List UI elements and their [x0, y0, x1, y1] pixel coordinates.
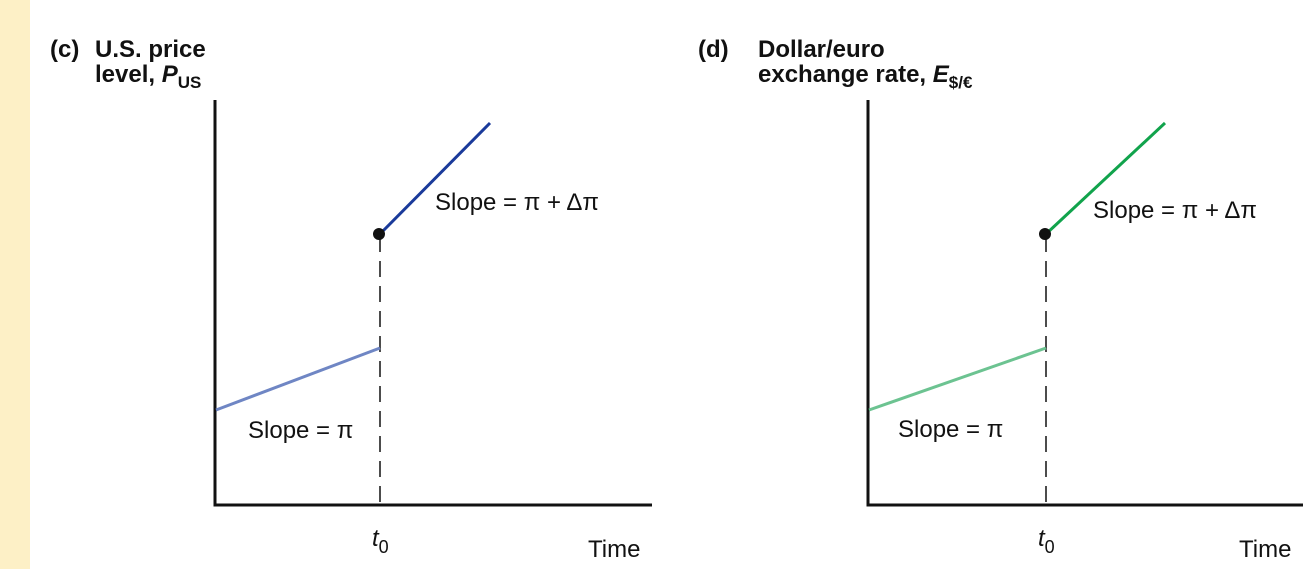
- axis-title: U.S. price: [95, 36, 206, 63]
- time-marker: t: [1038, 525, 1046, 552]
- panel-label: (d): [698, 36, 729, 63]
- jump-point: [1039, 228, 1051, 240]
- side-strip: [0, 0, 30, 569]
- axis-title: Dollar/euro: [758, 36, 885, 63]
- axis-title: exchange rate, E$/€: [758, 61, 973, 92]
- axis-title-text: exchange rate,: [758, 61, 933, 88]
- time-marker-label: t0: [1038, 525, 1055, 557]
- axis-subscript: $/€: [949, 73, 973, 92]
- x-axis-label: Time: [1239, 536, 1291, 563]
- jump-point: [373, 228, 385, 240]
- path-before: [215, 346, 381, 412]
- time-marker-subscript: 0: [379, 537, 389, 557]
- path-after: [1044, 121, 1167, 236]
- axis-title: level, PUS: [95, 61, 201, 92]
- slope-after-label: Slope = π + Δπ: [435, 189, 599, 216]
- slope-before-label: Slope = π: [248, 417, 353, 444]
- axis-subscript: US: [178, 73, 202, 92]
- slope-after-label: Slope = π + Δπ: [1093, 197, 1257, 224]
- path-before: [868, 346, 1047, 412]
- axis-variable: E: [933, 61, 950, 88]
- time-marker-subscript: 0: [1045, 537, 1055, 557]
- x-axis-label: Time: [588, 536, 640, 563]
- time-marker: t: [372, 525, 380, 552]
- axis-title-text: level,: [95, 61, 162, 88]
- path-after: [378, 121, 492, 236]
- panel-label: (c): [50, 36, 79, 63]
- axis-variable: P: [162, 61, 179, 88]
- slope-before-label: Slope = π: [898, 416, 1003, 443]
- time-marker-label: t0: [372, 525, 389, 557]
